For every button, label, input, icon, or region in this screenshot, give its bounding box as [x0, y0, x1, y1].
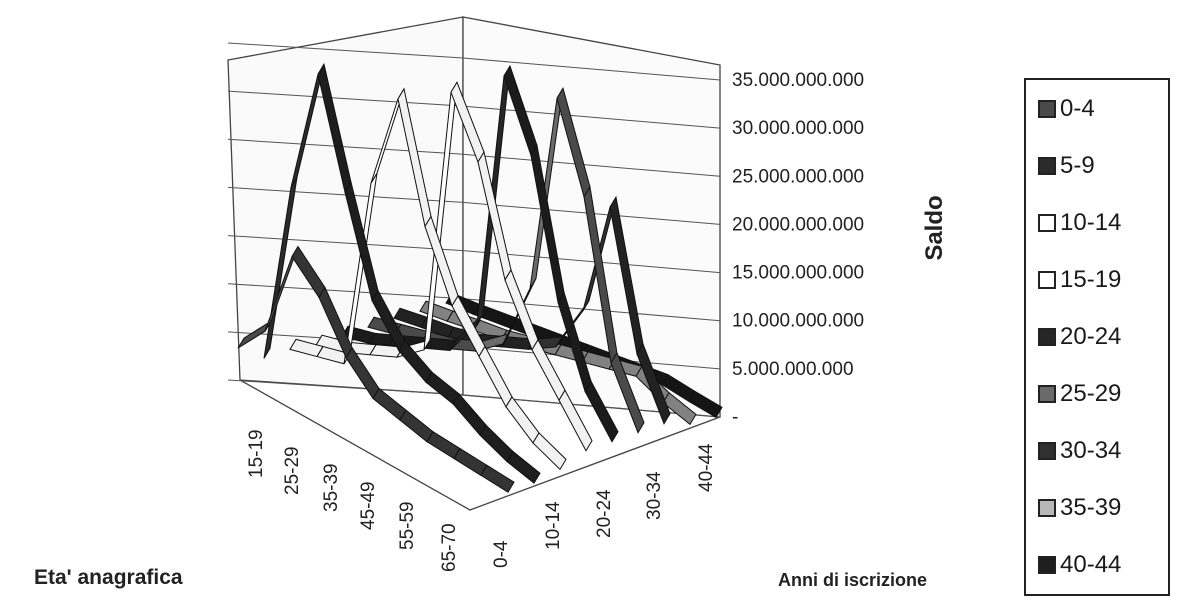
legend-item: 30-34: [1038, 436, 1121, 466]
z-tick-label: 35.000.000.000: [732, 70, 864, 91]
series-segment: [453, 394, 486, 435]
z-tick-label: 20.000.000.000: [732, 214, 864, 235]
age-tick-label: 35-39: [321, 463, 342, 512]
x-tick-label: 10-14: [543, 501, 564, 550]
z-tick-label: 10.000.000.000: [732, 311, 864, 332]
legend-item: 20-24: [1038, 322, 1121, 352]
z-axis-title: Saldo: [921, 195, 948, 260]
legend-item: 15-19: [1038, 265, 1121, 295]
z-tick-label: 25.000.000.000: [732, 166, 864, 187]
series-segment: [481, 465, 514, 492]
legend-swatch: [1038, 556, 1056, 574]
legend-label: 25-29: [1060, 380, 1121, 408]
age-axis-tick-labels: 15-19 25-29 35-39 45-49 55-59 65-70: [246, 429, 460, 572]
x-tick-label: 30-34: [644, 471, 665, 520]
x-axis-title: Anni di iscrizione: [778, 570, 927, 590]
legend-item: 10-14: [1038, 208, 1121, 238]
legend-label: 10-14: [1060, 209, 1121, 237]
legend-item: 35-39: [1038, 493, 1121, 523]
age-tick-label: 55-59: [397, 501, 418, 550]
legend-label: 30-34: [1060, 437, 1121, 465]
legend-item: 0-4: [1038, 94, 1095, 124]
legend-swatch: [1038, 214, 1056, 232]
legend-label: 5-9: [1060, 152, 1095, 180]
legend-swatch: [1038, 499, 1056, 517]
chart-legend: 0-4 5-9 10-14 15-19 20-24 25-29 30-34 35-39 40-4…: [1024, 78, 1170, 596]
series-segment: [507, 452, 540, 484]
series-segment: [506, 397, 539, 443]
x-tick-label: 20-24: [594, 489, 615, 538]
legend-label: 15-19: [1060, 266, 1121, 294]
legend-label: 0-4: [1060, 95, 1095, 123]
series-segment: [533, 433, 566, 469]
series-segment: [480, 425, 513, 461]
legend-swatch: [1038, 100, 1056, 118]
legend-item: 40-44: [1038, 550, 1121, 580]
series-segment: [454, 449, 487, 476]
legend-swatch: [1038, 328, 1056, 346]
age-tick-label: 65-70: [439, 523, 460, 572]
age-tick-label: 15-19: [246, 429, 267, 478]
legend-label: 40-44: [1060, 551, 1121, 579]
age-tick-label: 45-49: [358, 481, 379, 530]
z-tick-label: 30.000.000.000: [732, 118, 864, 139]
legend-label: 35-39: [1060, 494, 1121, 522]
legend-swatch: [1038, 157, 1056, 175]
z-tick-label: 5.000.000.000: [732, 359, 854, 380]
z-axis-tick-labels: 35.000.000.000 30.000.000.000 25.000.000.0…: [732, 70, 864, 428]
legend-swatch: [1038, 442, 1056, 460]
legend-swatch: [1038, 271, 1056, 289]
series-segment: [400, 410, 433, 442]
legend-label: 20-24: [1060, 323, 1121, 351]
y-axis-title: Eta' anagrafica: [34, 566, 183, 589]
legend-swatch: [1038, 385, 1056, 403]
series-segment: [427, 432, 460, 459]
z-tick-label: 15.000.000.000: [732, 263, 864, 284]
series-segment: [373, 388, 406, 420]
x-tick-label: 0-4: [491, 540, 512, 568]
legend-item: 25-29: [1038, 379, 1121, 409]
age-tick-label: 25-29: [282, 446, 303, 495]
z-tick-label: -: [732, 407, 738, 428]
x-tick-label: 40-44: [696, 443, 717, 492]
legend-item: 5-9: [1038, 151, 1095, 181]
